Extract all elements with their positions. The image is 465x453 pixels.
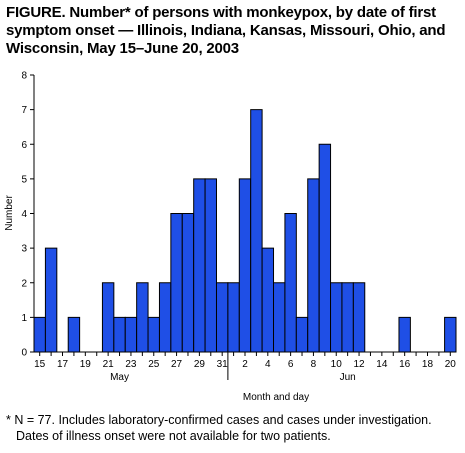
x-tick-label: 16	[399, 359, 411, 370]
month-label: May	[110, 372, 129, 383]
bar-may-24	[136, 282, 149, 353]
x-tick-label: 21	[103, 359, 115, 370]
x-tick-label: 8	[311, 359, 317, 370]
bar-may-25	[147, 316, 160, 353]
bar-may-22	[113, 316, 126, 353]
bar-jun-8	[307, 178, 320, 353]
footnote-line-2: Dates of illness onset were not availabl…	[16, 429, 331, 443]
x-tick-label: 19	[80, 359, 92, 370]
bar-jun-12	[352, 282, 366, 353]
x-tick-label: 31	[217, 359, 229, 370]
bar-may-23	[124, 316, 138, 353]
y-tick-label: 6	[21, 140, 27, 151]
x-tick-label: 25	[148, 359, 160, 370]
y-tick-label: 0	[21, 348, 27, 359]
bar-jun-7	[295, 316, 309, 353]
bar-may-16	[44, 247, 58, 353]
figure-title: FIGURE. Number* of persons with monkeypo…	[6, 4, 446, 57]
footnote: * N = 77. Includes laboratory-confirmed …	[6, 412, 462, 444]
y-tick-label: 8	[21, 71, 27, 82]
y-tick-label: 1	[21, 313, 27, 324]
bar-may-26	[158, 282, 172, 353]
bar-may-27	[170, 213, 183, 353]
y-tick-label: 2	[21, 278, 27, 289]
x-tick-label: 17	[57, 359, 69, 370]
x-tick-label: 18	[422, 359, 434, 370]
bar-jun-9	[318, 143, 332, 353]
bar-may-18	[67, 316, 81, 353]
y-tick-label: 7	[21, 105, 27, 116]
x-axis-title: Month and day	[243, 392, 309, 403]
x-tick-label: 4	[265, 359, 271, 370]
x-tick-label: 12	[353, 359, 365, 370]
bar-jun-4	[261, 247, 275, 353]
bars-layer	[33, 109, 457, 353]
bar-jun-6	[284, 213, 297, 353]
bar-jun-10	[330, 282, 343, 353]
bar-jun-3	[250, 109, 263, 353]
x-tick-label: 6	[288, 359, 294, 370]
bar-jun-20	[444, 316, 457, 353]
bar-may-28	[181, 213, 195, 353]
bar-may-15	[33, 316, 46, 353]
month-label: Jun	[340, 372, 356, 383]
bar-jun-16	[398, 316, 411, 353]
bar-jun-5	[273, 282, 286, 353]
x-tick-label: 20	[445, 359, 457, 370]
bar-may-30	[204, 178, 217, 353]
x-tick-label: 14	[376, 359, 388, 370]
x-tick-label: 2	[242, 359, 248, 370]
footnote-line-1: * N = 77. Includes laboratory-confirmed …	[6, 413, 432, 427]
x-tick-label: 23	[125, 359, 137, 370]
y-tick-label: 4	[21, 209, 27, 220]
bar-jun-1	[227, 282, 240, 353]
x-tick-label: 29	[194, 359, 206, 370]
x-tick-label: 10	[331, 359, 343, 370]
y-tick-label: 5	[21, 174, 27, 185]
bar-may-29	[193, 178, 206, 353]
bar-jun-2	[238, 178, 252, 353]
x-tick-label: 27	[171, 359, 183, 370]
y-tick-label: 3	[21, 244, 27, 255]
bar-may-21	[101, 282, 115, 353]
y-axis-title: Number	[4, 195, 15, 231]
x-tick-label: 15	[34, 359, 46, 370]
bar-jun-11	[341, 282, 354, 353]
bar-may-31	[215, 282, 229, 353]
